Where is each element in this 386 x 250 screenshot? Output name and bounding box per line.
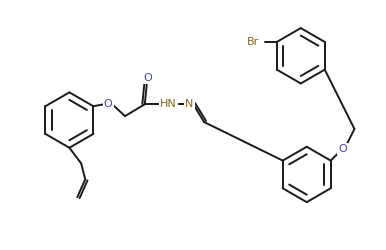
Text: O: O — [143, 72, 152, 83]
Text: O: O — [338, 144, 347, 154]
Text: N: N — [185, 99, 193, 109]
Text: O: O — [104, 99, 113, 109]
Text: HN: HN — [160, 99, 177, 109]
Text: Br: Br — [247, 37, 259, 47]
